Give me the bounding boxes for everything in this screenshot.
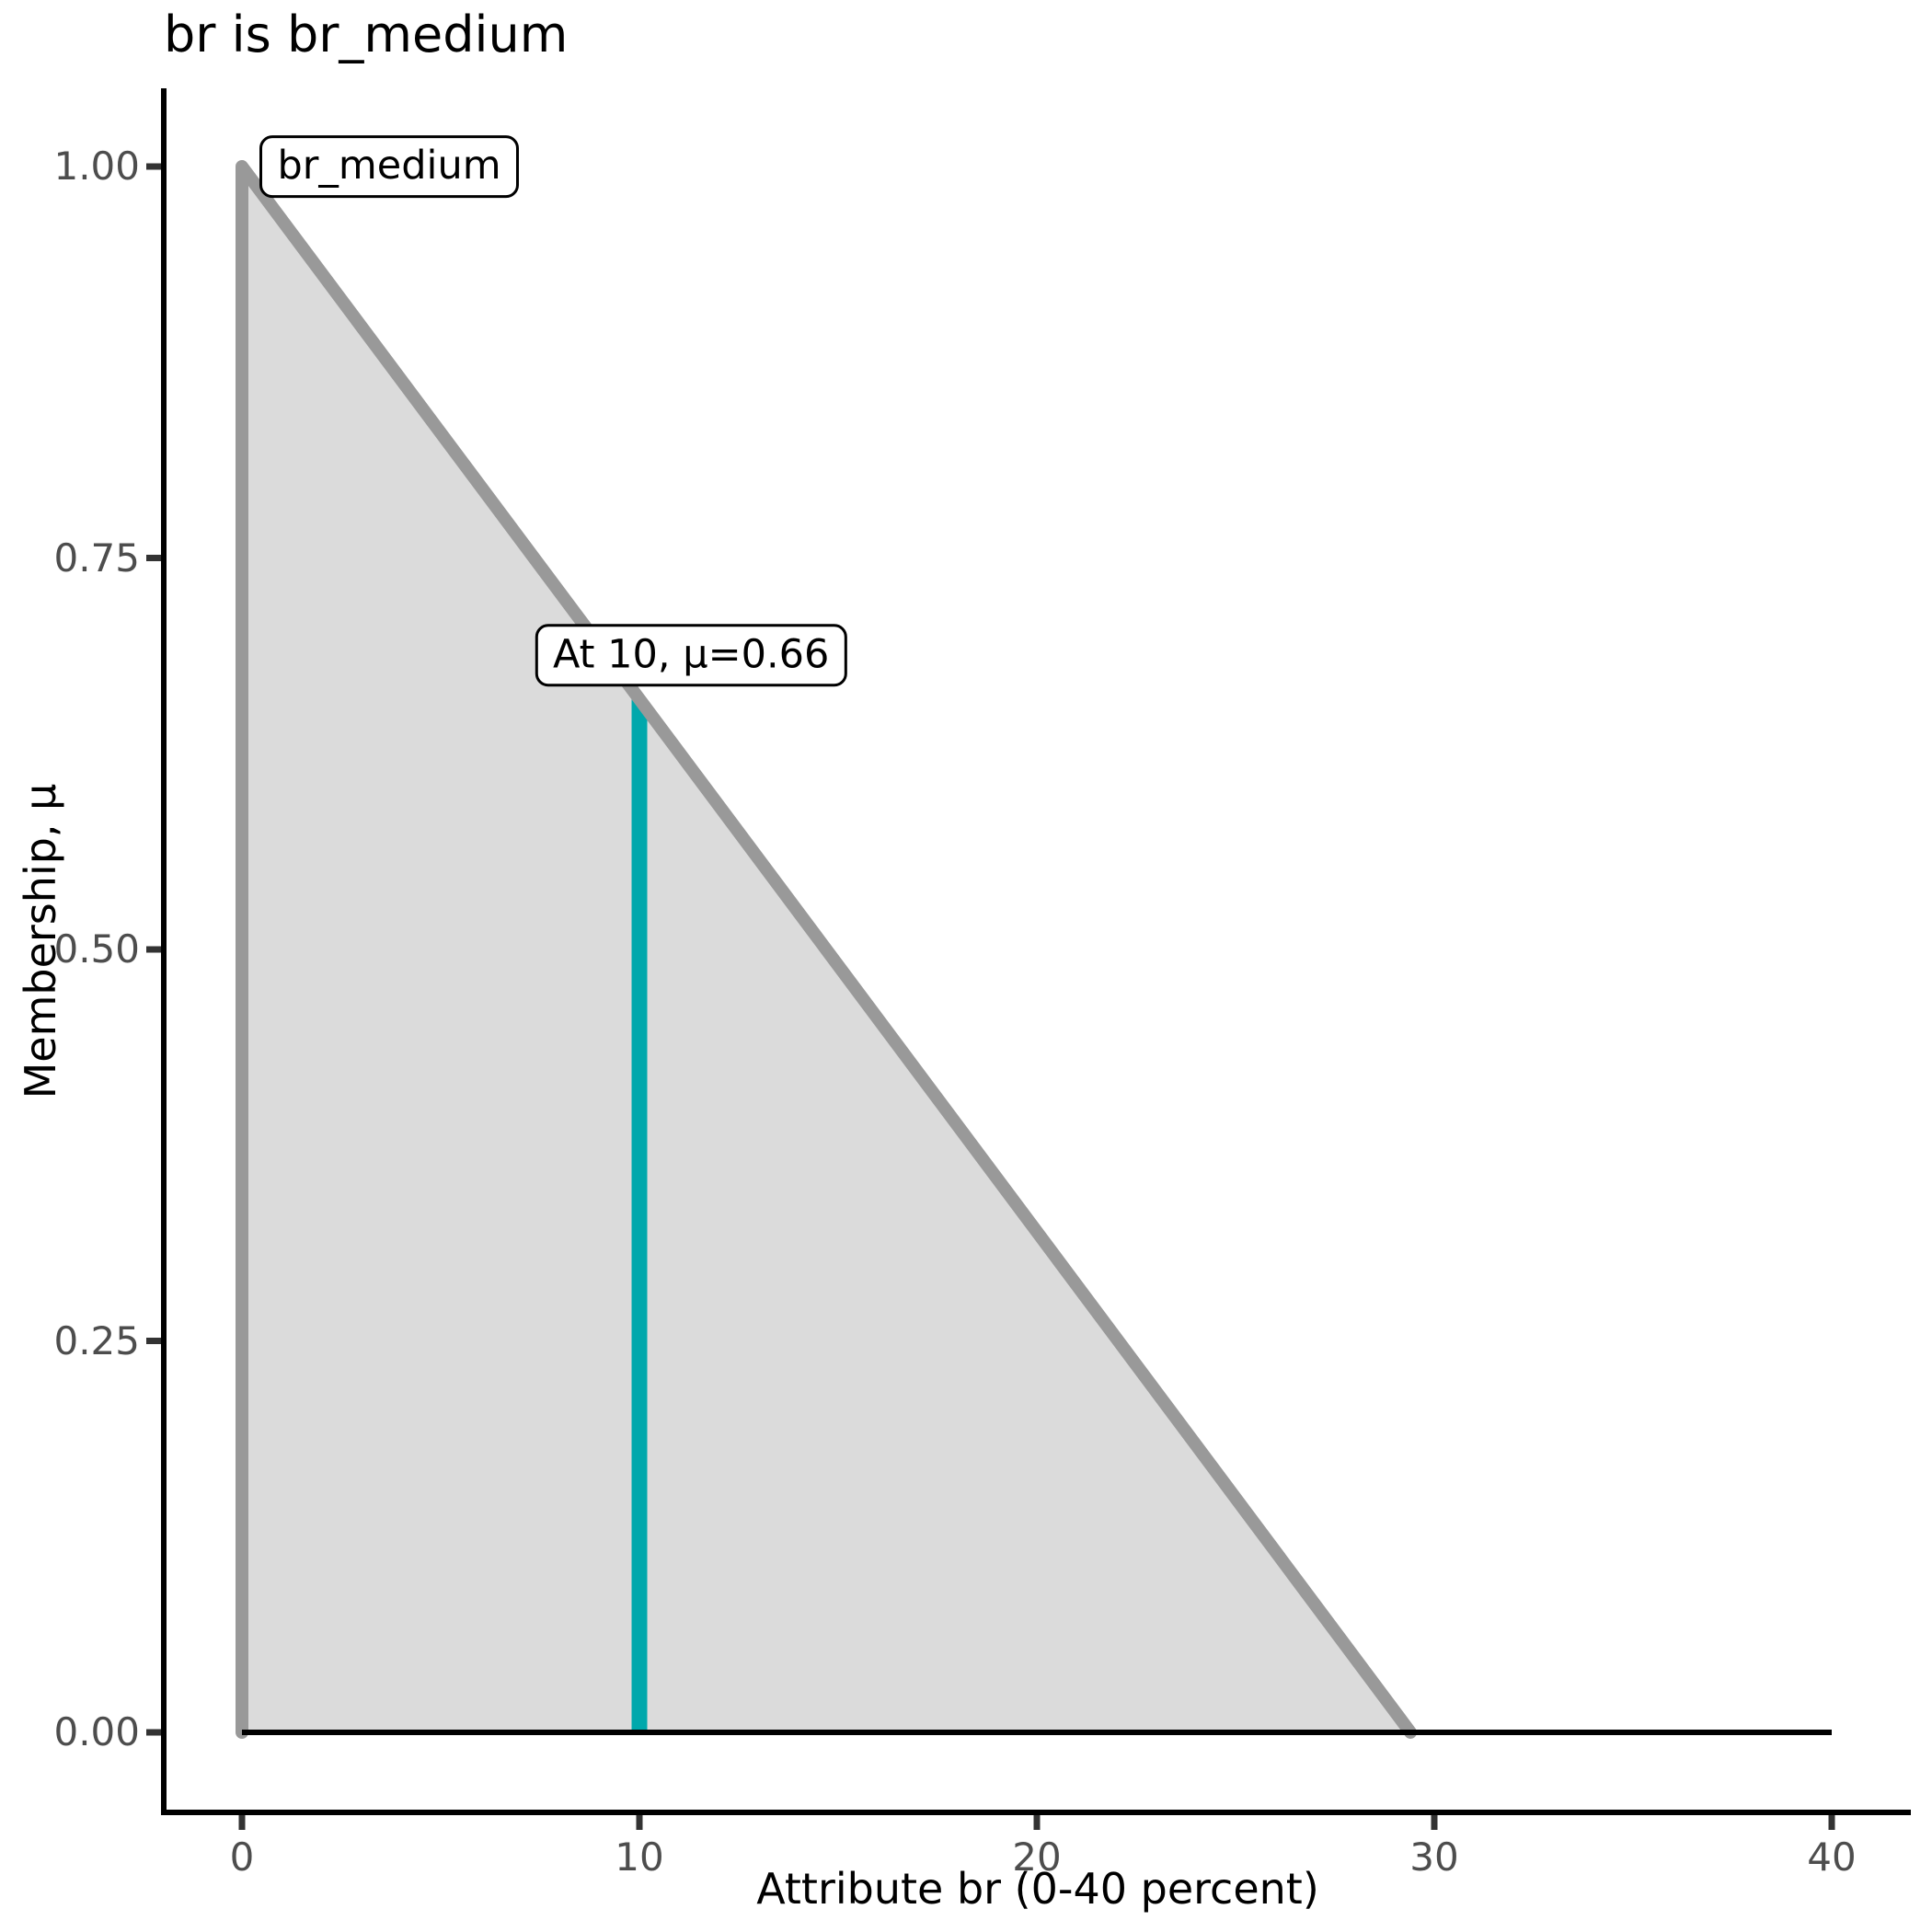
set-name-label: br_medium	[259, 135, 519, 198]
y-tick-label: 0.75	[53, 535, 140, 581]
membership-area	[242, 167, 1832, 1732]
y-tick-label: 0.25	[53, 1317, 140, 1363]
y-tick-label: 0.50	[53, 926, 140, 972]
x-tick-label: 0	[229, 1834, 255, 1880]
x-tick-label: 20	[1012, 1834, 1062, 1880]
x-tick-label: 30	[1409, 1834, 1459, 1880]
y-tick-label: 1.00	[53, 144, 140, 189]
x-tick-label: 10	[615, 1834, 664, 1880]
y-tick-label: 0.00	[53, 1709, 140, 1754]
x-tick-label: 40	[1807, 1834, 1857, 1880]
membership-outline	[236, 160, 1418, 1739]
x-axis-title: Attribute br (0-40 percent)	[756, 1864, 1319, 1914]
chart-title: br is br_medium	[164, 6, 569, 63]
membership-value-label: At 10, μ=0.66	[535, 624, 847, 687]
